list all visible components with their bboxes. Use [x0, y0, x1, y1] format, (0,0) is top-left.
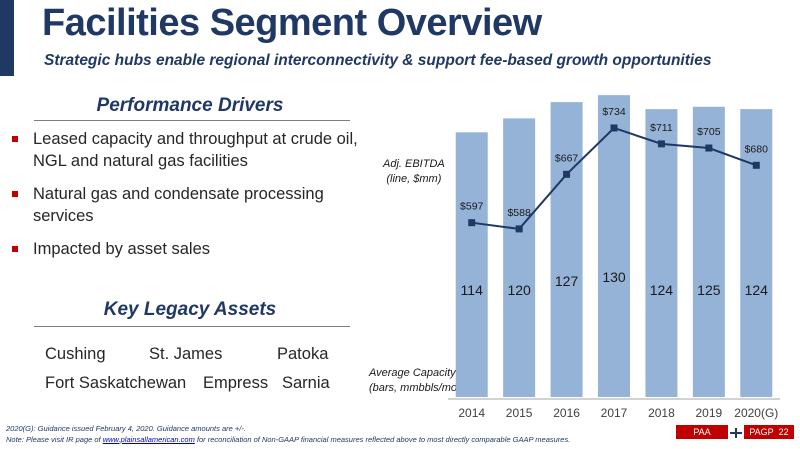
asset-name: Patoka: [277, 345, 329, 363]
ebitda-point: [563, 170, 571, 178]
line-data-label: $711: [650, 122, 673, 134]
asset-name: Sarnia: [282, 374, 330, 392]
bullet-square-icon: [12, 136, 18, 142]
bar-data-label: 120: [507, 282, 531, 298]
line-data-label: $705: [697, 126, 721, 138]
bullet-square-icon: [12, 246, 18, 252]
asset-name: Cushing: [45, 345, 106, 363]
bar-data-label: 124: [650, 282, 674, 298]
x-tick-label: 2018: [648, 406, 675, 420]
ebitda-point: [468, 219, 476, 227]
x-tick-label: 2014: [458, 406, 485, 420]
bar-data-label: 127: [555, 273, 579, 289]
legacy-assets-heading: Key Legacy Assets: [103, 299, 277, 320]
legacy-assets-rule: [34, 326, 350, 327]
chart-bar: [645, 109, 678, 398]
bullet-square-icon: [12, 191, 18, 197]
ir-website-link[interactable]: www.plainsallamerican.com: [102, 435, 195, 444]
footnote-guidance: 2020(G): Guidance issued February 4, 202…: [6, 424, 246, 433]
line-data-label: $734: [602, 106, 626, 118]
header-accent-bar: [0, 0, 14, 76]
ebitda-point: [705, 144, 713, 152]
footer-paa-box: PAA: [676, 425, 728, 439]
list-item: Impacted by asset sales: [10, 238, 370, 260]
chart-bar: [455, 132, 488, 397]
page-title: Facilities Segment Overview: [42, 2, 542, 44]
line-data-label: $597: [460, 201, 484, 213]
pipeline-logo-icon: [730, 426, 742, 438]
line-data-label: $588: [507, 207, 531, 219]
ebitda-point: [515, 225, 523, 233]
list-item: Natural gas and condensate processing se…: [10, 183, 370, 227]
performance-drivers-list: Leased capacity and throughput at crude …: [10, 128, 370, 271]
chart-bar: [503, 118, 536, 397]
footer-pagp-box: PAGP 22: [744, 425, 794, 439]
page-subtitle: Strategic hubs enable regional interconn…: [44, 52, 712, 69]
chart-bar: [550, 102, 583, 397]
bar-data-label: 124: [745, 282, 769, 298]
chart-bar: [740, 109, 773, 398]
x-tick-label: 2020(G): [734, 406, 778, 420]
chart-bar: [598, 95, 630, 397]
list-item: Leased capacity and throughput at crude …: [10, 128, 370, 172]
x-tick-label: 2016: [553, 406, 580, 420]
asset-name: Empress: [203, 374, 269, 392]
chart-bar: [692, 106, 725, 397]
asset-name: Fort Saskatchewan: [45, 374, 187, 392]
bar-data-label: 130: [602, 269, 626, 285]
asset-name: St. James: [149, 345, 223, 363]
line-data-label: $667: [555, 152, 579, 164]
performance-drivers-rule: [34, 120, 350, 121]
ebitda-point: [752, 161, 760, 169]
bar-data-label: 114: [461, 282, 484, 298]
line-series-note: Adj. EBITDA (line, $mm): [383, 158, 445, 185]
footer-ticker-tag: PAA PAGP 22: [676, 425, 794, 439]
ebitda-point: [657, 140, 665, 148]
bar-series-note: Average Capacity (bars, mmbbls/mo): [369, 367, 461, 394]
x-tick-label: 2017: [601, 406, 628, 420]
ebitda-point: [610, 124, 618, 132]
performance-drivers-heading: Performance Drivers: [96, 95, 284, 116]
footnote-reconciliation: Note: Please visit IR page of www.plains…: [6, 435, 571, 444]
page-number: 22: [778, 427, 789, 437]
x-tick-label: 2019: [696, 406, 723, 420]
x-tick-label: 2015: [506, 406, 533, 420]
line-data-label: $680: [745, 143, 769, 155]
bar-data-label: 125: [697, 282, 721, 298]
